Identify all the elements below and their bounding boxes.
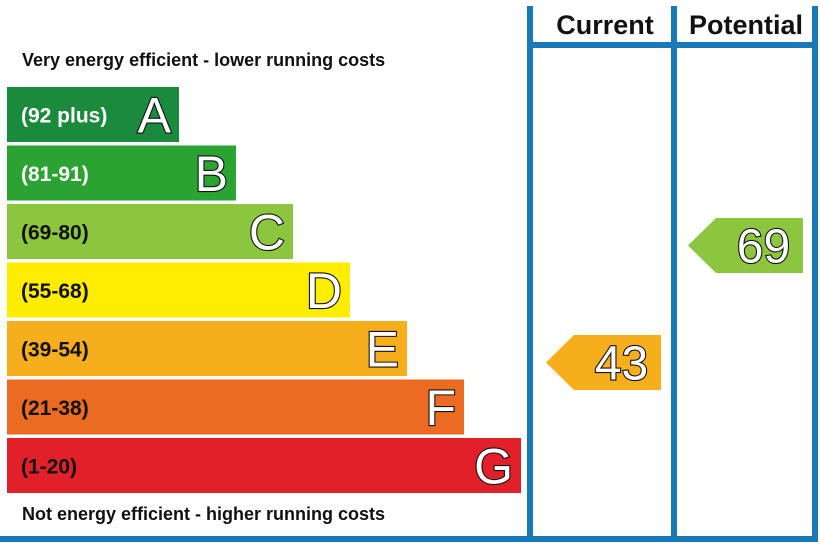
band-letter: D xyxy=(306,263,342,319)
band-letter: E xyxy=(366,322,399,378)
band-bar-f xyxy=(7,379,464,435)
rating-arrows: 43 69 xyxy=(546,218,803,392)
potential-rating-arrow: 69 xyxy=(688,218,803,275)
band-letter: F xyxy=(425,380,456,436)
band-range-label: (1-20) xyxy=(21,456,77,479)
band-letter: B xyxy=(195,146,228,202)
band-bar-a xyxy=(7,87,179,142)
top-caption: Very energy efficient - lower running co… xyxy=(22,50,386,70)
potential-column-header: Potential xyxy=(689,10,803,40)
potential-rating-value: 69 xyxy=(737,221,790,274)
band-c: (69-80) C xyxy=(7,203,293,262)
band-f: (21-38) F xyxy=(7,379,464,437)
band-d: (55-68) D xyxy=(7,262,350,320)
potential-arrow-shape xyxy=(688,218,803,273)
current-arrow-shape xyxy=(546,335,661,390)
band-e: (39-54) E xyxy=(7,320,407,379)
rating-bands: (92 plus) A(81-91) B(69-80) C(55-68) D(39-54… xyxy=(7,86,521,496)
band-range-label: (81-91) xyxy=(21,163,89,186)
band-range-label: (69-80) xyxy=(21,222,89,245)
band-bar-g xyxy=(7,438,521,493)
band-bar-e xyxy=(7,321,407,376)
chart-frame xyxy=(0,6,818,542)
band-letter: C xyxy=(249,205,285,261)
current-rating-arrow: 43 xyxy=(546,335,661,392)
current-column-header: Current xyxy=(556,10,654,40)
band-range-label: (39-54) xyxy=(21,339,89,362)
bottom-caption: Not energy efficient - higher running co… xyxy=(22,504,386,524)
band-letter: A xyxy=(138,88,172,144)
band-g: (1-20) G xyxy=(7,437,521,496)
band-bar-d xyxy=(7,262,350,318)
current-rating-value: 43 xyxy=(595,338,648,391)
band-range-label: (55-68) xyxy=(21,280,89,303)
band-range-label: (92 plus) xyxy=(21,105,107,128)
band-bar-b xyxy=(7,145,236,201)
band-bar-c xyxy=(7,204,293,259)
band-a: (92 plus) A xyxy=(7,86,179,145)
band-letter: G xyxy=(474,439,513,495)
band-b: (81-91) B xyxy=(7,145,236,203)
band-range-label: (21-38) xyxy=(21,397,89,420)
